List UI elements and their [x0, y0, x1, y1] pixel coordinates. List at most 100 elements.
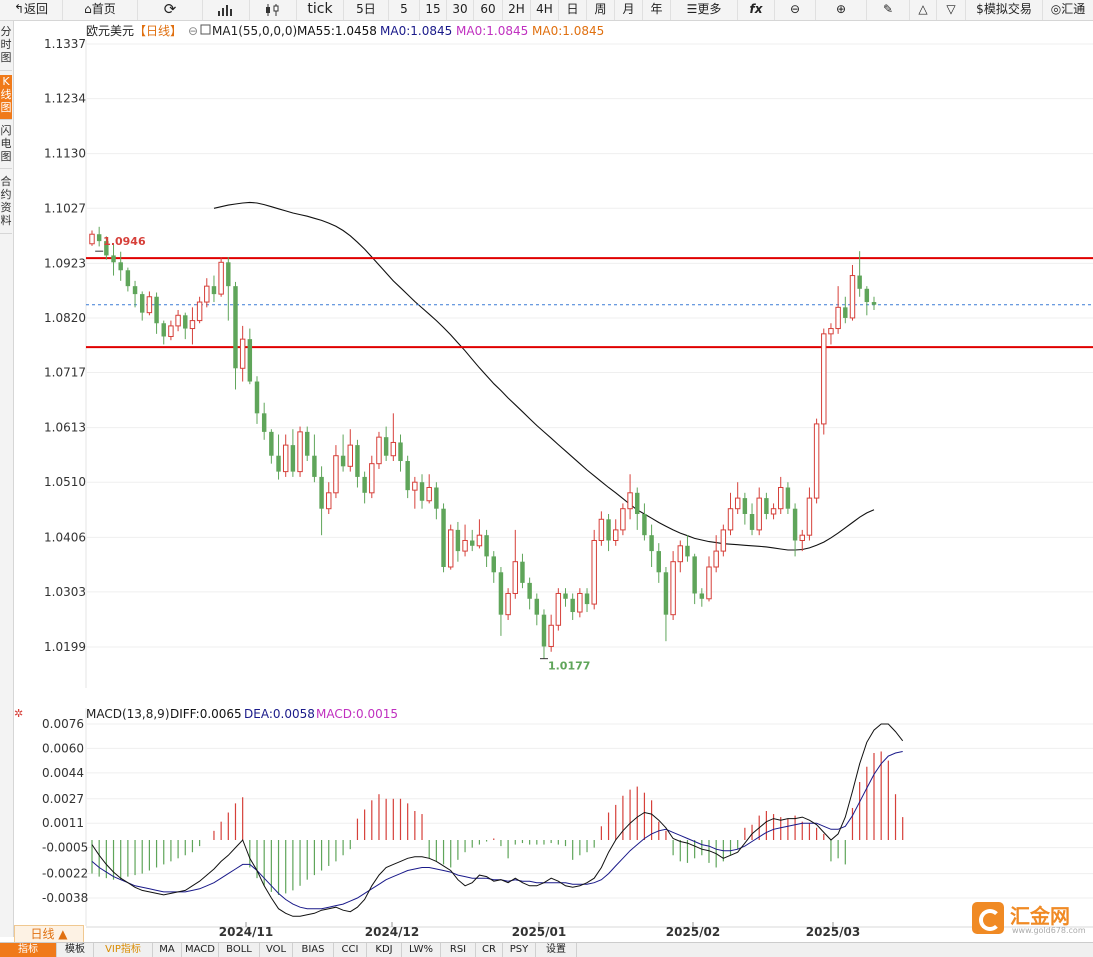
- high-label: 1.0946: [103, 235, 146, 248]
- period-selector[interactable]: 日线 ▲: [14, 925, 84, 943]
- y-tick-label: 1.0406: [44, 530, 86, 544]
- candle-body: [218, 261, 224, 295]
- candle-body: [441, 508, 446, 567]
- tab-macd[interactable]: MACD: [182, 943, 219, 957]
- x-tick-label: 2025/03: [806, 925, 860, 939]
- candle-body: [734, 497, 741, 510]
- period-year[interactable]: 年: [643, 0, 671, 20]
- zoom-in-button[interactable]: ⊕: [816, 0, 867, 20]
- candle-body: [168, 325, 174, 337]
- tab-template[interactable]: 模板: [57, 943, 94, 957]
- candle-body: [635, 492, 640, 515]
- draw-button[interactable]: ✎: [867, 0, 910, 20]
- macd-settings-icon[interactable]: ✲: [14, 707, 23, 720]
- candle-body: [627, 492, 633, 510]
- ma-toggle-icon[interactable]: [200, 24, 211, 35]
- tab-settings[interactable]: 设置: [536, 943, 577, 957]
- period-5day[interactable]: 5日: [344, 0, 389, 20]
- y-tick-label: 1.0510: [44, 475, 86, 489]
- candle-body: [821, 333, 827, 425]
- y-tick-label: -0.0022: [42, 867, 88, 881]
- period-4h[interactable]: 4H: [531, 0, 559, 20]
- candle-body: [96, 234, 102, 242]
- tab-kdj[interactable]: KDJ: [367, 943, 402, 957]
- zoom-out-button[interactable]: ⊖: [775, 0, 816, 20]
- candle-body: [484, 535, 489, 557]
- candle-body: [692, 556, 697, 594]
- period-label: 【日线】: [134, 24, 182, 38]
- candle-body: [390, 441, 397, 457]
- period-5[interactable]: 5: [389, 0, 420, 20]
- y-tick-label: 1.0303: [44, 585, 86, 599]
- candle-body: [512, 561, 519, 594]
- sim-trade-button[interactable]: $模拟交易: [966, 0, 1043, 20]
- tab-flash[interactable]: 闪电图: [0, 124, 12, 169]
- tab-vol[interactable]: VOL: [260, 943, 293, 957]
- candle-body: [505, 592, 511, 616]
- tab-contract-info[interactable]: 合约资料: [0, 175, 12, 234]
- chart-type-button[interactable]: [203, 0, 250, 20]
- candle-body: [261, 413, 267, 432]
- period-60[interactable]: 60: [474, 0, 503, 20]
- period-30[interactable]: 30: [447, 0, 474, 20]
- tab-rsi[interactable]: RSI: [441, 943, 476, 957]
- candle-body: [89, 233, 95, 245]
- tab-ma[interactable]: MA: [153, 943, 182, 957]
- bar-chart-icon: [218, 4, 232, 16]
- instrument-name: 欧元美元: [86, 24, 134, 38]
- period-2h[interactable]: 2H: [503, 0, 531, 20]
- more-button[interactable]: ☰更多: [671, 0, 738, 20]
- diff-line: [91, 723, 904, 917]
- y-tick-label: 0.0027: [42, 792, 84, 806]
- tick-button[interactable]: tick: [297, 0, 344, 20]
- tab-bias[interactable]: BIAS: [293, 943, 334, 957]
- period-week[interactable]: 周: [587, 0, 615, 20]
- y-tick-label: 0.0076: [42, 717, 84, 731]
- period-month[interactable]: 月: [615, 0, 643, 20]
- tab-psy[interactable]: PSY: [503, 943, 536, 957]
- formula-button[interactable]: fx: [738, 0, 775, 20]
- candle-body: [419, 482, 425, 501]
- macd-diff: DIFF:0.0065: [170, 707, 242, 721]
- candle-body: [405, 461, 410, 491]
- huitong-button[interactable]: ◎汇通: [1050, 2, 1086, 16]
- macd-chart[interactable]: ✲ MACD(13,8,9) DIFF:0.0065 DEA:0.0058 MA…: [0, 700, 1093, 940]
- pencil-icon: ✎: [882, 2, 894, 16]
- tab-cr[interactable]: CR: [476, 943, 503, 957]
- tab-vip-indicator[interactable]: VIP指标: [94, 943, 153, 957]
- candle-body: [226, 262, 231, 287]
- candle-body: [455, 529, 461, 552]
- y-tick-label: 1.0717: [44, 366, 86, 380]
- candle-body: [340, 455, 346, 467]
- menu-icon: ☰: [686, 2, 698, 16]
- candle-body: [591, 539, 597, 605]
- tab-cci[interactable]: CCI: [334, 943, 367, 957]
- back-button[interactable]: ↰返回: [0, 0, 63, 20]
- candle-body: [813, 423, 820, 499]
- candle-body: [706, 566, 712, 600]
- period-15[interactable]: 15: [420, 0, 447, 20]
- candle-body: [806, 497, 813, 536]
- settings-circle-icon[interactable]: ⊖: [188, 24, 198, 38]
- candle-body: [548, 624, 554, 647]
- period-day[interactable]: 日: [559, 0, 587, 20]
- tab-indicator[interactable]: 指标: [0, 943, 57, 957]
- candle-body: [778, 487, 784, 510]
- refresh-button[interactable]: ⟳: [138, 0, 203, 20]
- tab-kline[interactable]: K线图: [0, 75, 12, 120]
- tab-boll[interactable]: BOLL: [219, 943, 260, 957]
- home-button[interactable]: ⌂首页: [63, 0, 138, 20]
- candle-body: [520, 561, 525, 583]
- candle-body: [685, 545, 690, 557]
- tab-timeshare[interactable]: 分时图: [0, 25, 12, 71]
- candle-body: [125, 270, 131, 287]
- tab-lw[interactable]: LW%: [402, 943, 441, 957]
- candle-body: [555, 592, 562, 626]
- candle-type-button[interactable]: [250, 0, 297, 20]
- candle-body: [462, 539, 468, 552]
- collapse-down-button[interactable]: ▽: [937, 0, 966, 20]
- collapse-up-button[interactable]: △: [910, 0, 937, 20]
- candlestick-chart[interactable]: 欧元美元 【日线】 ⊖ MA1(55,0,0,0) MA55:1.0458 MA…: [0, 0, 1093, 720]
- y-tick-label: -0.0005: [42, 841, 88, 855]
- candle-body: [161, 323, 166, 337]
